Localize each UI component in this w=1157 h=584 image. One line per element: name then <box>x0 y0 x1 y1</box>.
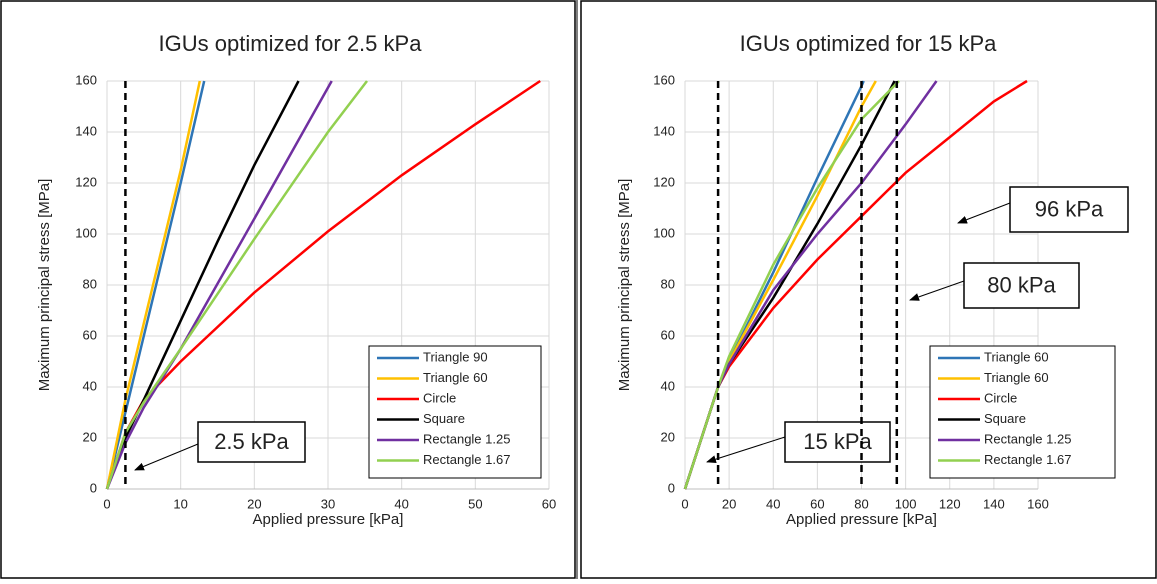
y-axis-label: Maximum principal stress [MPa] <box>36 179 53 392</box>
x-tick-label: 40 <box>766 496 780 511</box>
y-tick-label: 20 <box>83 429 97 444</box>
y-tick-label: 160 <box>75 72 97 87</box>
legend-label: Triangle 60 <box>984 349 1049 364</box>
x-tick-label: 60 <box>810 496 824 511</box>
y-tick-label: 100 <box>75 225 97 240</box>
y-axis-label: Maximum principal stress [MPa] <box>616 179 633 392</box>
y-tick-label: 60 <box>661 327 675 342</box>
legend-label: Rectangle 1.67 <box>984 452 1071 467</box>
annotation-arrow <box>134 443 199 471</box>
y-tick-label: 0 <box>668 480 675 495</box>
annotation-box <box>963 262 1080 309</box>
series-line <box>105 80 300 490</box>
legend-label: Triangle 60 <box>984 370 1049 385</box>
annotation-text: 80 kPa <box>987 272 1056 297</box>
y-tick-label: 80 <box>661 276 675 291</box>
series-line <box>105 80 333 490</box>
legend-label: Circle <box>984 390 1017 405</box>
y-tick-label: 120 <box>653 174 675 189</box>
panel-frame <box>0 0 576 579</box>
x-tick-label: 160 <box>1027 496 1049 511</box>
panel-frame <box>580 0 1157 579</box>
legend-label: Square <box>423 411 465 426</box>
legend-label: Triangle 60 <box>423 370 488 385</box>
y-tick-label: 160 <box>653 72 675 87</box>
annotation-arrow <box>706 436 786 464</box>
y-tick-label: 40 <box>83 378 97 393</box>
y-tick-label: 140 <box>653 123 675 138</box>
x-tick-label: 100 <box>895 496 917 511</box>
x-tick-label: 20 <box>722 496 736 511</box>
x-tick-label: 120 <box>939 496 961 511</box>
legend-box <box>368 345 542 479</box>
y-tick-label: 20 <box>661 429 675 444</box>
y-tick-label: 120 <box>75 174 97 189</box>
x-tick-label: 50 <box>468 496 482 511</box>
legend-label: Rectangle 1.67 <box>423 452 510 467</box>
x-tick-label: 0 <box>681 496 688 511</box>
legend-box <box>929 345 1116 479</box>
legend-label: Rectangle 1.25 <box>984 431 1071 446</box>
x-tick-label: 140 <box>983 496 1005 511</box>
x-tick-label: 40 <box>394 496 408 511</box>
annotation-arrow <box>957 202 1011 224</box>
chart-title: IGUs optimized for 15 kPa <box>740 31 998 56</box>
x-tick-label: 0 <box>103 496 110 511</box>
x-axis-label: Applied pressure [kPa] <box>253 511 404 528</box>
annotation-text: 96 kPa <box>1035 196 1104 221</box>
chart-title: IGUs optimized for 2.5 kPa <box>159 31 423 56</box>
legend-label: Square <box>984 411 1026 426</box>
legend-label: Triangle 90 <box>423 349 488 364</box>
annotation-text: 2.5 kPa <box>214 429 289 454</box>
y-tick-label: 100 <box>653 225 675 240</box>
x-tick-label: 30 <box>321 496 335 511</box>
x-tick-label: 20 <box>247 496 261 511</box>
legend-label: Rectangle 1.25 <box>423 431 510 446</box>
series-line <box>105 80 202 490</box>
legend-label: Circle <box>423 390 456 405</box>
y-tick-label: 80 <box>83 276 97 291</box>
annotation-box <box>784 421 891 463</box>
x-tick-label: 80 <box>854 496 868 511</box>
x-axis-label: Applied pressure [kPa] <box>786 511 937 528</box>
annotation-box <box>197 421 306 463</box>
x-tick-label: 10 <box>173 496 187 511</box>
annotation-arrow <box>909 280 965 301</box>
annotation-box <box>1009 186 1129 233</box>
y-tick-label: 40 <box>661 378 675 393</box>
y-tick-label: 0 <box>90 480 97 495</box>
y-tick-label: 140 <box>75 123 97 138</box>
y-tick-label: 60 <box>83 327 97 342</box>
series-line <box>105 80 206 490</box>
x-tick-label: 60 <box>542 496 556 511</box>
